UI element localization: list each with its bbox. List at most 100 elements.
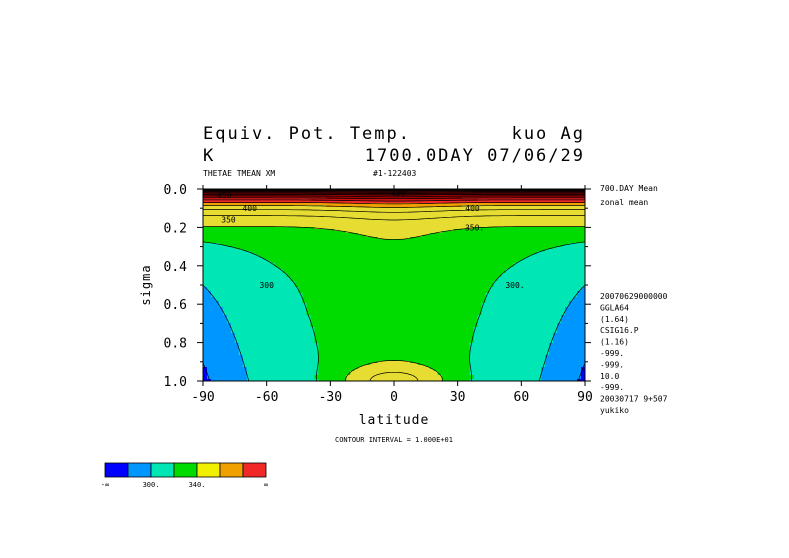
field-cell — [529, 215, 534, 218]
field-cell — [469, 285, 475, 288]
field-cell — [521, 269, 526, 272]
field-cell — [278, 287, 284, 290]
field-cell — [322, 223, 327, 226]
field-cell — [286, 239, 292, 242]
field-cell — [537, 199, 542, 202]
field-cell — [465, 253, 471, 256]
field-cell — [366, 231, 371, 234]
field-cell — [238, 257, 244, 260]
field-cell — [473, 243, 479, 246]
field-cell — [437, 225, 443, 228]
field-cell — [497, 271, 503, 274]
field-cell — [326, 259, 331, 262]
field-cell — [318, 259, 323, 262]
field-cell — [286, 209, 292, 212]
field-cell — [453, 233, 459, 236]
field-cell — [561, 233, 566, 236]
field-cell — [394, 277, 399, 280]
field-cell — [218, 261, 224, 264]
field-cell — [222, 235, 228, 238]
field-cell — [421, 217, 427, 220]
field-cell — [386, 195, 391, 198]
field-cell — [358, 265, 363, 268]
field-cell — [254, 239, 260, 242]
field-cell — [298, 271, 304, 274]
field-cell — [282, 195, 288, 198]
field-cell — [465, 213, 471, 216]
field-cell — [246, 265, 252, 268]
field-cell — [294, 235, 300, 238]
field-cell — [250, 257, 256, 260]
field-cell — [449, 245, 455, 248]
field-cell — [270, 267, 276, 270]
field-cell — [310, 197, 316, 200]
field-cell — [513, 287, 518, 290]
field-cell — [417, 251, 423, 254]
field-cell — [553, 203, 558, 206]
field-cell — [294, 217, 300, 220]
field-cell — [258, 271, 264, 274]
field-cell — [569, 207, 574, 210]
field-cell — [270, 221, 276, 224]
field-cell — [282, 203, 288, 206]
field-cell — [310, 225, 316, 228]
field-cell — [214, 233, 220, 236]
field-cell — [266, 255, 272, 258]
field-cell — [234, 213, 240, 216]
field-cell — [445, 283, 451, 286]
field-cell — [266, 251, 272, 254]
field-cell — [262, 261, 268, 264]
field-cell — [258, 223, 264, 226]
field-cell — [238, 203, 244, 206]
field-cell — [465, 281, 471, 284]
field-cell — [577, 277, 582, 280]
field-cell — [473, 239, 479, 242]
field-cell — [397, 247, 403, 250]
field-cell — [358, 249, 363, 252]
field-cell — [577, 285, 582, 288]
field-cell — [509, 273, 514, 276]
field-cell — [222, 253, 228, 256]
field-cell — [529, 253, 534, 256]
field-cell — [394, 195, 399, 198]
field-cell — [294, 249, 300, 252]
field-cell — [246, 203, 252, 206]
field-cell — [413, 265, 419, 268]
field-cell — [390, 213, 395, 216]
field-cell — [449, 281, 455, 284]
field-cell — [390, 239, 395, 242]
field-cell — [445, 281, 451, 284]
field-cell — [573, 211, 578, 214]
field-cell — [302, 275, 308, 278]
field-cell — [549, 241, 554, 244]
field-cell — [413, 195, 419, 198]
field-cell — [505, 219, 510, 222]
field-cell — [294, 269, 300, 272]
field-cell — [473, 277, 479, 280]
field-cell — [453, 237, 459, 240]
field-cell — [561, 229, 566, 232]
field-cell — [330, 243, 335, 246]
field-cell — [433, 257, 439, 260]
field-cell — [374, 199, 379, 202]
field-cell — [370, 207, 375, 210]
field-cell — [314, 249, 319, 252]
field-cell — [322, 291, 327, 294]
field-cell — [302, 263, 308, 266]
field-cell — [302, 207, 308, 210]
field-cell — [374, 253, 379, 256]
field-cell — [242, 261, 248, 264]
field-cell — [557, 277, 562, 280]
field-cell — [334, 267, 339, 270]
field-cell — [565, 247, 570, 250]
field-cell — [274, 291, 280, 294]
field-cell — [370, 255, 375, 258]
field-cell — [513, 221, 518, 224]
field-cell — [429, 259, 435, 262]
field-cell — [362, 255, 367, 258]
field-cell — [513, 247, 518, 250]
field-cell — [286, 215, 292, 218]
field-cell — [246, 239, 252, 242]
field-cell — [390, 277, 395, 280]
field-cell — [342, 281, 347, 284]
